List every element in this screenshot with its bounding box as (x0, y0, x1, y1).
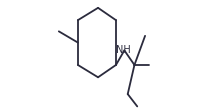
Text: NH: NH (116, 45, 131, 55)
